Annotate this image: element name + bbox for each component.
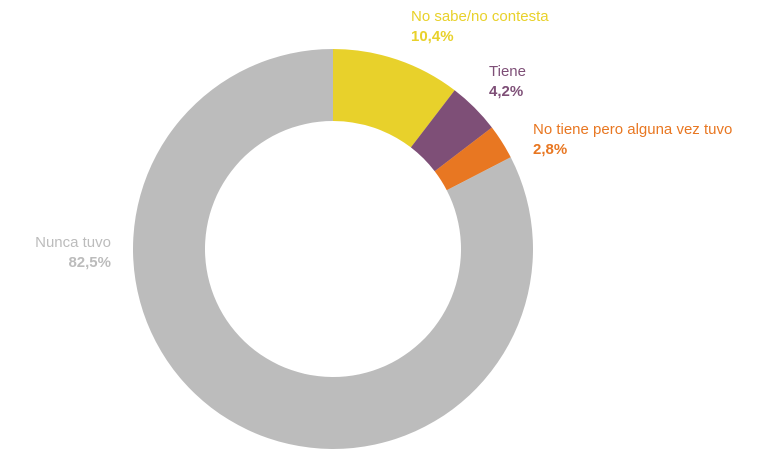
slice-value-label: 2,8% (533, 141, 567, 158)
slice-label: Nunca tuvo (35, 234, 111, 251)
slice-label: Tiene (489, 63, 526, 80)
slice-label: No tiene pero alguna vez tuvo (533, 121, 732, 138)
slice-value-label: 82,5% (68, 254, 111, 271)
donut-slice (333, 49, 455, 148)
donut-slice (410, 90, 492, 172)
slice-value-label: 10,4% (411, 28, 454, 45)
donut-slice (434, 127, 511, 191)
slice-label: No sabe/no contesta (411, 8, 549, 25)
slice-value-label: 4,2% (489, 83, 523, 100)
donut-slice (133, 49, 534, 449)
